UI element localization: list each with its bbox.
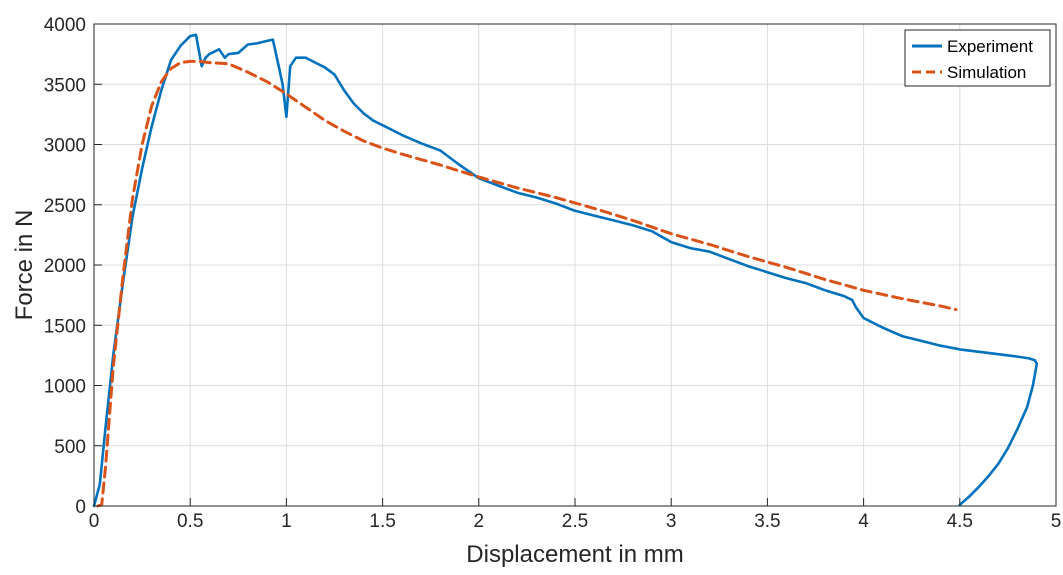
x-tick-label: 3 bbox=[666, 511, 677, 532]
y-axis-title: Force in N bbox=[11, 210, 38, 321]
x-tick-label: 3.5 bbox=[754, 511, 780, 532]
y-tick-label: 4000 bbox=[44, 15, 86, 36]
y-tick-label: 2000 bbox=[44, 256, 86, 277]
x-tick-label: 1.5 bbox=[369, 511, 395, 532]
series-layer bbox=[92, 33, 1039, 508]
y-tick-label: 3500 bbox=[44, 75, 86, 96]
legend-label-experiment: Experiment bbox=[947, 37, 1033, 56]
x-tick-label: 5 bbox=[1051, 511, 1062, 532]
y-tick-label: 1500 bbox=[44, 316, 86, 337]
x-tick-label: 2 bbox=[474, 511, 485, 532]
y-tick-label: 3000 bbox=[44, 136, 86, 157]
legend-box bbox=[904, 29, 1051, 87]
x-axis-title: Displacement in mm bbox=[466, 541, 683, 568]
y-tick-label: 1000 bbox=[44, 377, 86, 398]
ticks bbox=[93, 23, 1057, 507]
x-tick-labels: 0 0.5 1 1.5 2 2.5 3 3.5 4 4.5 5 bbox=[89, 511, 1062, 532]
legend: Experiment Simulation bbox=[904, 29, 1051, 87]
y-tick-labels: 0 500 1000 1500 2000 2500 3000 3500 4000 bbox=[44, 15, 86, 518]
x-tick-label: 0.5 bbox=[177, 511, 203, 532]
x-tick-label: 0 bbox=[89, 511, 100, 532]
x-tick-label: 1 bbox=[281, 511, 292, 532]
x-tick-label: 2.5 bbox=[562, 511, 588, 532]
y-tick-label: 2500 bbox=[44, 196, 86, 217]
y-tick-label: 500 bbox=[54, 437, 86, 458]
legend-label-simulation: Simulation bbox=[947, 63, 1026, 82]
y-tick-label: 0 bbox=[75, 497, 86, 518]
x-tick-label: 4.5 bbox=[947, 511, 973, 532]
x-tick-label: 4 bbox=[858, 511, 869, 532]
